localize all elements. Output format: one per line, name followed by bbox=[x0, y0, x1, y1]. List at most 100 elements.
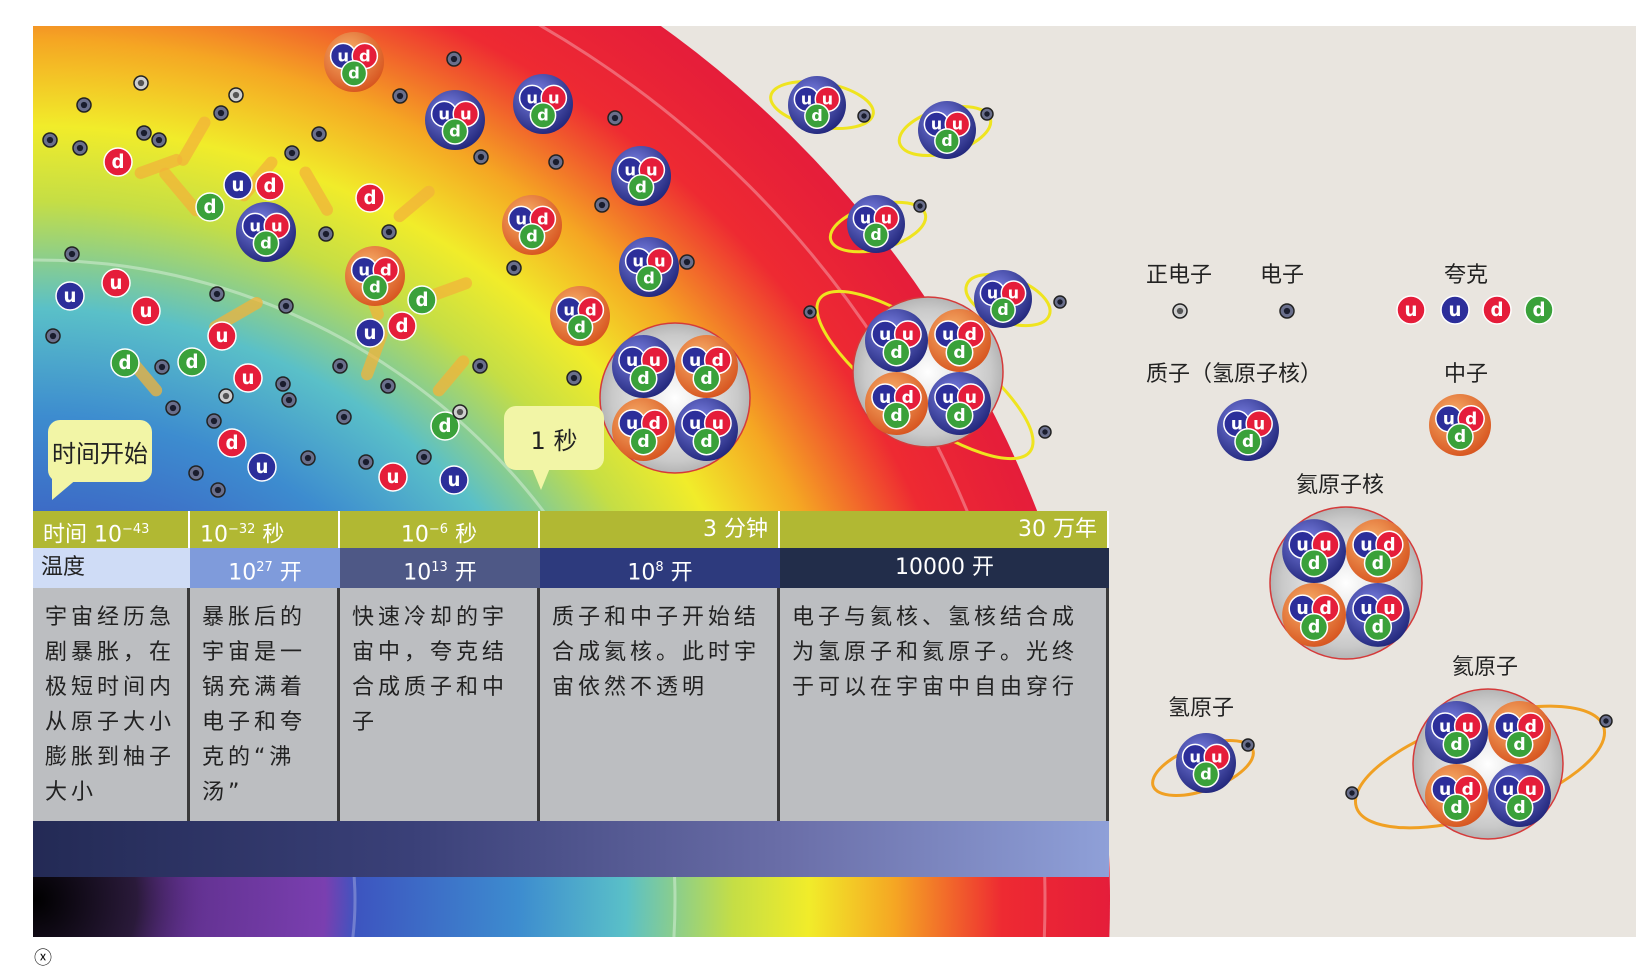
particle-core bbox=[80, 101, 88, 109]
cell-value: 10 bbox=[403, 560, 432, 586]
quark: d bbox=[566, 314, 594, 341]
legend-quark-label: 夸克 bbox=[1444, 263, 1489, 288]
callout-tail bbox=[532, 468, 550, 490]
motion-streak bbox=[134, 153, 183, 179]
electron bbox=[913, 199, 927, 213]
quark-label: d bbox=[1450, 798, 1462, 818]
quark-body bbox=[629, 427, 658, 456]
quark-body bbox=[131, 296, 161, 326]
quark-label: u bbox=[987, 283, 998, 302]
quark-body bbox=[990, 297, 1016, 323]
quark-label: d bbox=[537, 106, 549, 125]
quark-label: u bbox=[358, 260, 370, 279]
legend-proton-label: 质子（氢原子核） bbox=[1146, 362, 1323, 387]
quark-body bbox=[355, 183, 385, 213]
quark-label: u bbox=[1502, 717, 1514, 737]
quark-label: d bbox=[1200, 765, 1212, 784]
cell-value: 10 bbox=[400, 522, 429, 548]
particle-core bbox=[385, 228, 393, 236]
quark: d bbox=[103, 147, 133, 177]
quark: d bbox=[882, 401, 911, 430]
quark-label: d bbox=[203, 197, 216, 218]
quark-label: d bbox=[1383, 535, 1395, 555]
particle-core bbox=[1603, 718, 1609, 724]
electron bbox=[206, 413, 222, 429]
quark-body bbox=[934, 128, 960, 154]
quark-label: u bbox=[1253, 413, 1265, 433]
quark-body bbox=[1442, 730, 1471, 759]
temperature-row: 温度 1027 开 1013 开 108 开 10000 开 bbox=[33, 548, 1109, 588]
neutron: u dd bbox=[1282, 583, 1346, 647]
quark-label: u bbox=[1439, 780, 1451, 800]
quark-label: u bbox=[1443, 408, 1455, 428]
cell-value: 10000 开 bbox=[895, 555, 994, 580]
quark-body bbox=[361, 274, 389, 301]
quark-label: u bbox=[1319, 535, 1331, 555]
quark-label: u bbox=[801, 89, 812, 108]
quark-label: d bbox=[1490, 300, 1503, 321]
quark-body bbox=[635, 265, 663, 292]
positron bbox=[133, 75, 149, 91]
quark: d bbox=[195, 192, 225, 222]
quark-label: d bbox=[649, 414, 661, 434]
helium-atom-legend: u udu ddu ddu ud bbox=[1345, 688, 1613, 840]
quark-label: u bbox=[563, 300, 575, 319]
particle-core bbox=[611, 114, 619, 122]
electron bbox=[311, 126, 327, 142]
positron bbox=[1172, 303, 1188, 319]
electron bbox=[278, 298, 294, 314]
electron bbox=[566, 370, 582, 386]
particle-core bbox=[510, 264, 518, 272]
quark: d bbox=[177, 347, 207, 377]
quark-label: u bbox=[1296, 599, 1308, 619]
quark-body bbox=[863, 222, 889, 248]
quark: u bbox=[207, 321, 237, 351]
epoch-boundary bbox=[0, 0, 1045, 974]
quark-label: u bbox=[1502, 780, 1514, 800]
quark-label: u bbox=[256, 457, 269, 478]
quark-label: u bbox=[548, 88, 560, 107]
quark-label: u bbox=[110, 273, 123, 294]
particle-core bbox=[158, 363, 166, 371]
proton: u ud bbox=[788, 76, 846, 134]
particle-core bbox=[598, 201, 606, 209]
quark-label: d bbox=[643, 269, 655, 288]
particle-core bbox=[46, 136, 54, 144]
quark: d bbox=[1446, 423, 1474, 451]
quark-body bbox=[1234, 428, 1262, 456]
particle-core bbox=[192, 469, 200, 477]
quark-label: u bbox=[242, 368, 255, 389]
particle-core bbox=[232, 91, 240, 99]
quark-label: d bbox=[811, 106, 822, 125]
quark-label: u bbox=[364, 323, 377, 344]
proton: u ud bbox=[611, 146, 671, 206]
electron bbox=[857, 109, 871, 123]
quark-label: d bbox=[526, 227, 538, 246]
electron bbox=[607, 110, 623, 126]
quark-label: u bbox=[902, 325, 914, 345]
cell-unit: 秒 bbox=[255, 522, 285, 548]
quark: u bbox=[355, 318, 385, 348]
quark-label: u bbox=[1449, 300, 1462, 321]
particle-core bbox=[1245, 742, 1251, 748]
electron bbox=[380, 378, 396, 394]
electron bbox=[336, 409, 352, 425]
quark-label: d bbox=[348, 64, 360, 83]
quark-label: d bbox=[415, 290, 428, 311]
quark-body bbox=[629, 364, 658, 393]
quark-label: u bbox=[1211, 747, 1223, 766]
quark: d bbox=[1442, 793, 1471, 822]
quark-body bbox=[217, 428, 247, 458]
quark-label: d bbox=[1372, 618, 1384, 638]
quark-label: u bbox=[624, 160, 636, 179]
quark-label: d bbox=[1372, 554, 1384, 574]
particle-core bbox=[1057, 299, 1063, 305]
quark-label: u bbox=[965, 388, 977, 408]
quark: d bbox=[882, 338, 911, 367]
quark-body bbox=[1482, 295, 1512, 325]
proton: u ud bbox=[918, 101, 976, 159]
positron bbox=[218, 388, 234, 404]
quark-body bbox=[692, 364, 721, 393]
electron bbox=[416, 449, 432, 465]
